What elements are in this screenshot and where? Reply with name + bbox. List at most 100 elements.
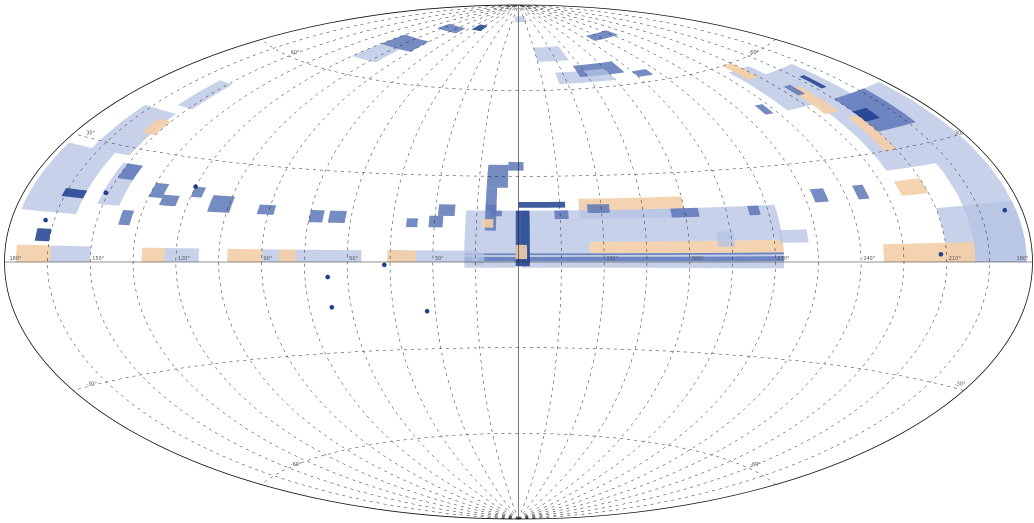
longitude-label: 60° xyxy=(349,256,358,262)
coverage-region-orange xyxy=(917,241,976,262)
coverage-region-dark-blue xyxy=(852,107,880,122)
latitude-label: 30° xyxy=(955,131,964,137)
coverage-region-dark-blue xyxy=(471,24,488,32)
projection-boundary xyxy=(4,4,1033,520)
coverage-region-medium-blue xyxy=(585,30,619,41)
longitude-label: 120° xyxy=(178,256,191,262)
coverage-region-medium-blue xyxy=(833,88,916,132)
coverage-region-medium-blue xyxy=(464,256,785,262)
coverage-region-medium-blue xyxy=(783,84,806,96)
coverage-region-orange xyxy=(481,219,494,228)
point-source xyxy=(103,190,109,195)
longitude-label: 180° xyxy=(10,256,23,262)
coverage-region-dark-blue xyxy=(61,188,88,199)
longitude-label: 30° xyxy=(435,256,444,262)
parallel-line xyxy=(261,433,776,485)
latitude-label: 30° xyxy=(86,131,95,137)
meridian-line xyxy=(518,4,648,520)
longitude-label: 330° xyxy=(606,256,619,262)
point-source xyxy=(329,305,335,310)
latitude-label: -60° xyxy=(291,462,302,468)
coverage-region-orange xyxy=(278,249,297,262)
meridian-line xyxy=(518,4,605,520)
coverage-region-medium-blue xyxy=(327,210,347,223)
coverage-layer xyxy=(15,16,1027,314)
parallel-line xyxy=(73,347,964,391)
meridian-line xyxy=(175,4,519,520)
coverage-region-light-blue xyxy=(177,80,233,110)
coverage-region-light-blue xyxy=(164,248,200,262)
point-source xyxy=(382,262,387,268)
coverage-region-medium-blue xyxy=(406,218,419,228)
coverage-region-medium-blue xyxy=(754,104,774,115)
latitude-label: -30° xyxy=(86,382,97,388)
coverage-region-medium-blue xyxy=(308,209,325,223)
parallel-line xyxy=(73,133,964,177)
latitude-label: 60° xyxy=(291,50,300,56)
coverage-region-orange xyxy=(227,248,262,262)
coverage-region-medium-blue xyxy=(437,204,456,216)
parallel-line xyxy=(261,39,776,91)
coverage-region-medium-blue xyxy=(190,186,207,198)
coverage-region-medium-blue xyxy=(631,69,654,77)
coverage-region-orange xyxy=(15,244,52,262)
coverage-region-medium-blue xyxy=(586,204,610,214)
coverage-region-orange xyxy=(847,114,897,152)
coverage-region-orange xyxy=(721,63,759,80)
coverage-region-medium-blue xyxy=(554,210,569,220)
longitude-label: 300° xyxy=(692,256,705,262)
coverage-region-light-blue xyxy=(432,250,479,262)
coverage-region-medium-blue xyxy=(508,162,524,171)
longitude-label: 240° xyxy=(863,256,876,262)
latitude-label: 60° xyxy=(750,50,759,56)
coverage-region-light-blue xyxy=(50,245,92,262)
coverage-region-medium-blue xyxy=(809,188,829,203)
coverage-region-medium-blue xyxy=(428,215,444,228)
coverage-region-medium-blue xyxy=(490,210,502,217)
point-source xyxy=(424,308,430,314)
coverage-region-orange xyxy=(141,247,166,262)
meridian-line xyxy=(518,4,733,520)
point-source xyxy=(938,252,944,257)
coverage-region-medium-blue xyxy=(851,184,870,200)
coverage-region-orange xyxy=(387,250,416,262)
longitude-label: 270° xyxy=(778,256,791,262)
coverage-region-medium-blue xyxy=(380,34,430,52)
coverage-region-dark-blue xyxy=(799,75,827,89)
coverage-region-medium-blue xyxy=(670,207,700,218)
coverage-region-light-blue xyxy=(716,231,735,247)
coverage-region-medium-blue xyxy=(437,23,466,34)
coverage-region-medium-blue xyxy=(464,252,784,256)
coverage-region-dark-blue xyxy=(518,201,566,208)
point-source xyxy=(325,274,331,280)
coverage-region-orange xyxy=(893,178,929,196)
meridian-line xyxy=(475,4,519,520)
latitude-label: -30° xyxy=(955,382,966,388)
coverage-region-medium-blue xyxy=(159,194,180,207)
latitude-label: -60° xyxy=(750,462,761,468)
point-source xyxy=(1002,207,1008,213)
coverage-region-light-blue xyxy=(583,68,616,83)
longitude-label: 150° xyxy=(92,256,105,262)
coverage-region-light-blue xyxy=(514,16,528,23)
coverage-region-orange xyxy=(515,244,528,260)
coordinate-labels: 180° 150° 120° 90° 60° 30° 330° 300° 270° 240° 210… xyxy=(10,50,1030,468)
meridian-line xyxy=(218,4,519,520)
coverage-region-orange xyxy=(142,118,172,136)
coverage-region-medium-blue xyxy=(117,163,144,181)
coverage-region-medium-blue xyxy=(148,182,170,199)
coverage-region-light-blue xyxy=(21,142,116,215)
meridian-line xyxy=(47,4,519,520)
coverage-region-light-blue xyxy=(533,46,569,62)
coverage-region-medium-blue xyxy=(747,205,761,216)
coverage-region-orange xyxy=(589,239,784,254)
coverage-region-medium-blue xyxy=(118,209,135,226)
longitude-label: 210° xyxy=(949,256,962,262)
coverage-region-light-blue xyxy=(261,249,362,262)
longitude-label: 180° xyxy=(1017,256,1030,262)
longitude-label: 90° xyxy=(264,256,273,262)
coverage-region-medium-blue xyxy=(256,204,277,215)
meridian-line xyxy=(389,4,519,520)
coverage-region-light-blue xyxy=(778,229,809,243)
